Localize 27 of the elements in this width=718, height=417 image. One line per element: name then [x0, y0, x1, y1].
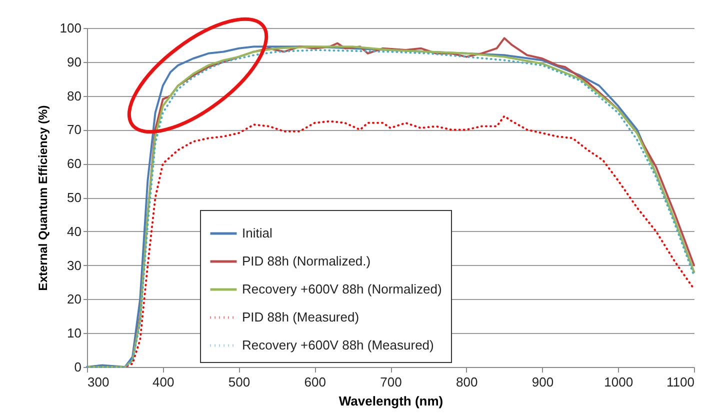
x-tick-label: 400 — [152, 374, 174, 390]
y-tick-label: 90 — [67, 54, 82, 70]
x-tick-label: 800 — [456, 374, 478, 390]
legend-label: Initial — [242, 226, 272, 240]
x-tick-label: 1000 — [604, 374, 634, 390]
y-tick-label: 80 — [67, 88, 82, 104]
legend-label: Recovery +600V 88h (Measured) — [242, 338, 434, 352]
x-tick-label: 600 — [304, 374, 326, 390]
y-tick-label: 40 — [67, 224, 82, 239]
x-tick-label: 700 — [380, 374, 402, 390]
x-axis-title: Wavelength (nm) — [338, 394, 444, 408]
y-tick-label: 10 — [67, 326, 82, 341]
y-tick-label: 50 — [67, 190, 82, 205]
y-tick-label: 100 — [60, 20, 82, 36]
x-tick-label: 500 — [228, 374, 250, 390]
legend-label: PID 88h (Measured) — [242, 310, 360, 324]
y-tick-label: 0 — [74, 360, 82, 374]
legend-label: Recovery +600V 88h (Normalized) — [242, 282, 442, 296]
y-axis-title: External Quantum Efficiency (%) — [36, 105, 50, 291]
x-tick-label: 1100 — [666, 374, 694, 390]
y-tick-label: 60 — [67, 156, 82, 172]
x-tick-label: 300 — [88, 374, 110, 390]
y-tick-label: 30 — [67, 258, 82, 273]
legend-label: PID 88h (Normalized.) — [242, 254, 371, 268]
y-tick-label: 20 — [67, 292, 82, 307]
x-tick-label: 900 — [532, 374, 554, 390]
y-tick-label: 70 — [67, 122, 82, 138]
